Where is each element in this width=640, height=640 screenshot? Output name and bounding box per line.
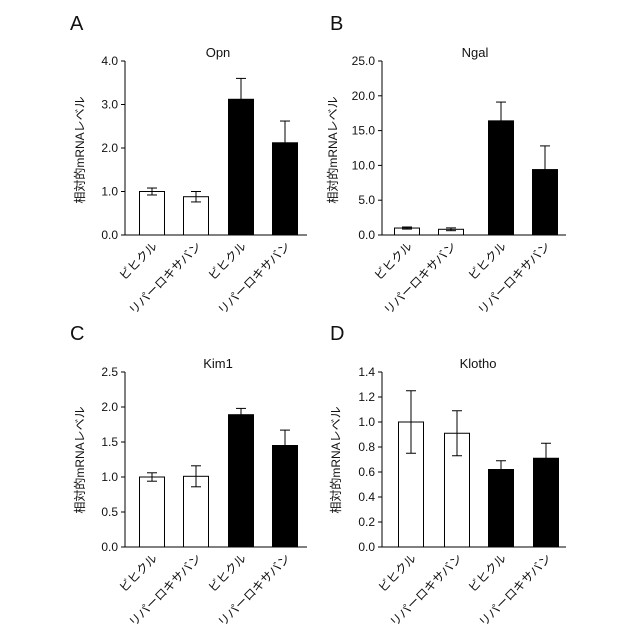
- y-tick-label: 0.0: [101, 540, 118, 554]
- y-tick-label: 15.0: [352, 124, 376, 138]
- panel-d: D Klotho 相対的mRNAレベル 0.0 0.2 0.4 0.6 0.8 1.0 1.…: [328, 323, 566, 629]
- panel-letter-b: B: [330, 13, 343, 35]
- panel-c: C Kim1 相対的mRNAレベル 0.0 0.5 1.0 1.5 2.0 2.5 ビヒクル…: [70, 323, 307, 629]
- panel-d-title: Klotho: [460, 356, 497, 371]
- y-tick-label: 0.5: [101, 505, 118, 519]
- panel-a: A Opn 相対的mRNAレベル 0.01.02.03.04.0ビヒクルリパーロ…: [70, 13, 307, 317]
- panel-letter-a: A: [70, 13, 84, 35]
- bar: [140, 477, 165, 547]
- y-tick-label: 25.0: [352, 54, 376, 68]
- panel-letter-d: D: [330, 323, 344, 345]
- category-label: ビヒクル: [372, 239, 416, 283]
- panel-b: B Ngal 相対的mRNAレベル 0.0 5.0 10.0 15.0 20.0 25.0…: [325, 13, 566, 317]
- panel-d-plot: 0.00.20.40.60.81.01.21.4ビヒクルリパーロキサバンビヒクル…: [358, 365, 566, 629]
- bar: [184, 197, 209, 235]
- bar: [229, 415, 254, 547]
- category-label: ビヒクル: [117, 551, 161, 595]
- bar: [273, 143, 298, 235]
- panel-b-ylabel: 相対的mRNAレベル: [325, 96, 340, 203]
- panel-b-title: Ngal: [462, 45, 489, 60]
- y-tick-label: 2.5: [101, 365, 118, 379]
- category-label: ビヒクル: [206, 239, 250, 283]
- y-tick-label: 1.2: [358, 390, 375, 404]
- y-tick-label: 1.0: [101, 185, 118, 199]
- category-label: ビヒクル: [376, 551, 420, 595]
- y-tick-label: 0.0: [358, 228, 375, 242]
- panel-a-ylabel: 相対的mRNAレベル: [72, 96, 87, 203]
- category-label: ビヒクル: [466, 551, 510, 595]
- y-tick-label: 4.0: [101, 54, 118, 68]
- y-tick-label: 10.0: [352, 158, 376, 172]
- y-tick-label: 0.0: [101, 228, 118, 242]
- panel-c-title: Kim1: [203, 356, 233, 371]
- y-tick-label: 20.0: [352, 89, 376, 103]
- y-tick-label: 0.4: [358, 490, 375, 504]
- bar: [533, 170, 558, 235]
- panel-c-plot: 0.00.51.01.52.02.5ビヒクルリパーロキサバンビヒクルリパーロキサ…: [101, 365, 307, 629]
- bar: [273, 446, 298, 548]
- panel-b-plot: 0.05.010.015.020.025.0ビヒクルリパーロキサバンビヒクルリパ…: [352, 54, 566, 317]
- bar: [229, 99, 254, 235]
- panel-a-plot: 0.01.02.03.04.0ビヒクルリパーロキサバンビヒクルリパーロキサバン: [101, 54, 307, 317]
- bar: [489, 470, 514, 548]
- y-tick-label: 0.0: [358, 540, 375, 554]
- y-tick-label: 3.0: [101, 98, 118, 112]
- category-label: ビヒクル: [117, 239, 161, 283]
- y-tick-label: 1.4: [358, 365, 375, 379]
- y-tick-label: 0.6: [358, 465, 375, 479]
- y-tick-label: 0.8: [358, 440, 375, 454]
- bar: [140, 192, 165, 236]
- y-tick-label: 1.5: [101, 435, 118, 449]
- panel-c-ylabel: 相対的mRNAレベル: [72, 406, 87, 513]
- y-tick-label: 0.2: [358, 515, 375, 529]
- y-tick-label: 5.0: [358, 193, 375, 207]
- y-tick-label: 2.0: [101, 141, 118, 155]
- bar: [489, 121, 514, 235]
- panel-a-title: Opn: [206, 45, 231, 60]
- panel-d-ylabel: 相対的mRNAレベル: [328, 406, 343, 513]
- panel-letter-c: C: [70, 323, 84, 345]
- category-label: ビヒクル: [206, 551, 250, 595]
- y-tick-label: 1.0: [101, 470, 118, 484]
- bar: [534, 458, 559, 547]
- y-tick-label: 2.0: [101, 400, 118, 414]
- y-tick-label: 1.0: [358, 415, 375, 429]
- category-label: ビヒクル: [466, 239, 510, 283]
